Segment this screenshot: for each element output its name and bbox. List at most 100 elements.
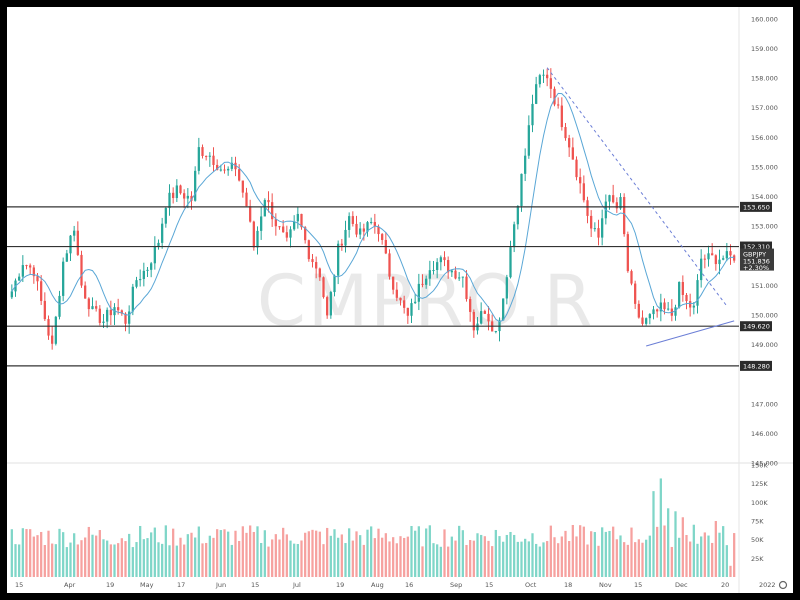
candle-body: [51, 335, 54, 344]
volume-bar: [337, 537, 340, 577]
volume-bar: [21, 528, 24, 577]
candle-body: [175, 185, 178, 199]
price-tick-153.000: 153.000: [751, 223, 778, 231]
candle-body: [615, 202, 618, 209]
volume-tick-100K: 100K: [751, 499, 768, 507]
candle-body: [219, 169, 222, 171]
time-label-Aug: Aug: [371, 581, 384, 589]
candle-body: [392, 276, 395, 290]
candle-body: [641, 317, 644, 324]
candle-body: [318, 268, 321, 278]
candle-body: [348, 216, 351, 230]
volume-bar: [685, 534, 688, 577]
volume-bar: [505, 534, 508, 577]
volume-bar: [436, 544, 439, 577]
volume-bar: [395, 543, 398, 577]
candle-body: [172, 192, 175, 199]
volume-bar: [146, 538, 149, 577]
level-label-bg: [740, 360, 772, 371]
volume-bar: [18, 544, 21, 577]
volume-bar: [480, 534, 483, 577]
volume-bar: [421, 546, 424, 577]
candle-body: [179, 185, 182, 194]
volume-bar: [564, 530, 567, 577]
volume-bar: [384, 533, 387, 577]
volume-bar: [703, 532, 706, 577]
candle-body: [722, 258, 725, 260]
symbol-label-bg: [740, 248, 774, 271]
volume-bar: [252, 531, 255, 577]
time-label-17: 17: [177, 581, 185, 589]
candle-body: [700, 258, 703, 281]
candle-body: [667, 308, 670, 310]
time-label-Jul: Jul: [292, 581, 301, 589]
volume-bar: [667, 508, 670, 577]
candle-body: [560, 105, 563, 128]
volume-bar: [538, 546, 541, 577]
candle-body: [91, 306, 94, 310]
volume-bar: [186, 534, 189, 577]
candle-body: [469, 299, 472, 312]
candle-body: [54, 316, 57, 344]
volume-bar: [725, 545, 728, 577]
volume-bar: [432, 543, 435, 577]
volume-bar: [267, 546, 270, 577]
candle-body: [43, 300, 46, 320]
candle-body: [373, 221, 376, 227]
candle-body: [626, 234, 629, 272]
volume-bar: [626, 544, 629, 577]
candle-body: [29, 265, 32, 268]
volume-bar: [465, 544, 468, 577]
candle-body: [678, 281, 681, 308]
candle-body: [590, 215, 593, 229]
volume-bar: [43, 544, 46, 577]
volume-bar: [87, 526, 90, 577]
volume-bar: [623, 542, 626, 577]
volume-bar: [124, 541, 127, 577]
volume-bar: [414, 530, 417, 577]
price-tick-155.000: 155.000: [751, 163, 778, 171]
volume-bar: [208, 535, 211, 577]
candle-body: [106, 309, 109, 322]
volume-bar: [289, 540, 292, 577]
volume-bar: [381, 537, 384, 577]
candle-body: [223, 169, 226, 171]
volume-bar: [443, 529, 446, 577]
candle-body: [454, 270, 457, 279]
volume-bar: [109, 544, 112, 577]
volume-bar: [300, 540, 303, 577]
candle-body: [102, 321, 105, 323]
volume-bar: [590, 531, 593, 577]
volume-bar: [571, 524, 574, 577]
volume-bar: [84, 537, 87, 577]
volume-bar: [711, 542, 714, 577]
volume-bar: [36, 535, 39, 577]
volume-bar: [410, 526, 413, 577]
volume-bar: [76, 544, 79, 577]
volume-bar: [271, 539, 274, 577]
volume-bar: [652, 491, 655, 577]
volume-bar: [388, 541, 391, 577]
volume-bar: [362, 544, 365, 577]
volume-bar: [340, 534, 343, 577]
volume-bar: [483, 536, 486, 577]
gear-icon[interactable]: [778, 580, 788, 590]
volume-bar: [513, 534, 516, 577]
candle-body: [575, 159, 578, 178]
candle-body: [439, 257, 442, 263]
candle-body: [216, 164, 219, 170]
candle-body: [135, 280, 138, 287]
gbpjpy-chart[interactable]: CMPRO.R 153.650 152.310 149.620 148.280 160.0…: [7, 7, 793, 593]
candle-body: [230, 162, 233, 169]
candle-body: [656, 309, 659, 312]
candle-body: [289, 229, 292, 238]
volume-bar: [656, 526, 659, 577]
volume-bar: [733, 533, 736, 577]
volume-bar: [91, 534, 94, 577]
volume-bar: [161, 543, 164, 577]
candle-body: [472, 311, 475, 331]
candle-body: [340, 243, 343, 246]
candle-body: [582, 183, 585, 201]
volume-bar: [131, 547, 134, 577]
volume-bar: [417, 526, 420, 577]
